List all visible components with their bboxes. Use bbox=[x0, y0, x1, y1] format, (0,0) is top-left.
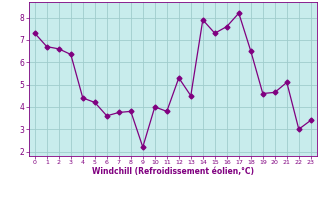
X-axis label: Windchill (Refroidissement éolien,°C): Windchill (Refroidissement éolien,°C) bbox=[92, 167, 254, 176]
